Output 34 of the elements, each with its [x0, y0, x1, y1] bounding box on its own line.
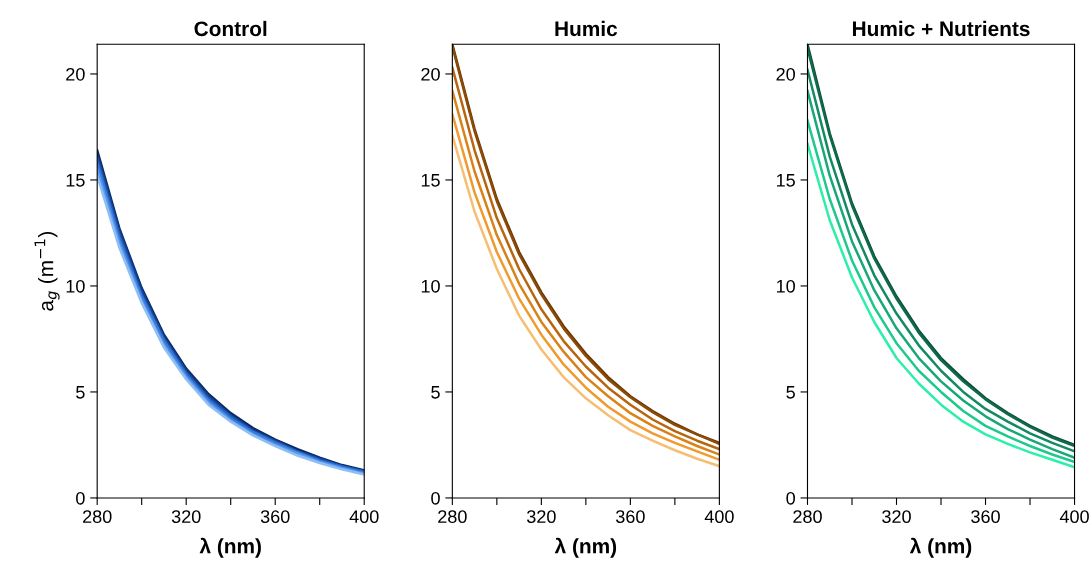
- y-tick-label: 0: [431, 491, 440, 505]
- y-tick-label: 10: [776, 279, 795, 293]
- y-tick-label: 10: [66, 279, 85, 293]
- y-tick-label: 20: [66, 67, 85, 81]
- x-tick-label: 400: [349, 510, 379, 524]
- y-tick-label: 10: [421, 279, 440, 293]
- x-tick-label: 280: [83, 510, 112, 524]
- y-tick-label: 15: [421, 174, 440, 187]
- y-tick-label: 0: [76, 491, 85, 505]
- y-tick-label: 15: [776, 174, 795, 187]
- x-tick-label: 400: [1059, 510, 1089, 524]
- y-tick-label: 5: [786, 386, 795, 399]
- y-tick-label: 15: [66, 174, 85, 187]
- chart-title: Humic + Nutrients: [852, 20, 1030, 37]
- x-tick-label: 360: [260, 510, 290, 524]
- x-tick-label: 280: [793, 510, 822, 524]
- x-tick-label: 400: [704, 510, 734, 524]
- y-axis-title: a$_{g}$ (m$^{−1}$): [34, 232, 60, 311]
- x-axis-title: λ (nm): [199, 537, 261, 558]
- x-tick-label: 320: [171, 510, 201, 524]
- y-tick-label: 0: [786, 491, 795, 505]
- x-tick-label: 360: [971, 510, 1000, 524]
- x-axis-title: λ (nm): [909, 537, 972, 558]
- y-tick-label: 20: [776, 67, 795, 81]
- chart-title: Control: [194, 20, 267, 37]
- y-tick-label: 5: [76, 386, 85, 399]
- x-tick-label: 320: [882, 510, 911, 524]
- chart-title: Humic: [555, 20, 618, 37]
- x-tick-label: 320: [526, 510, 556, 524]
- y-tick-label: 5: [431, 386, 440, 399]
- y-tick-label: 20: [421, 67, 440, 81]
- x-tick-label: 360: [615, 510, 645, 524]
- x-axis-title: λ (nm): [554, 537, 617, 558]
- x-tick-label: 280: [438, 510, 467, 524]
